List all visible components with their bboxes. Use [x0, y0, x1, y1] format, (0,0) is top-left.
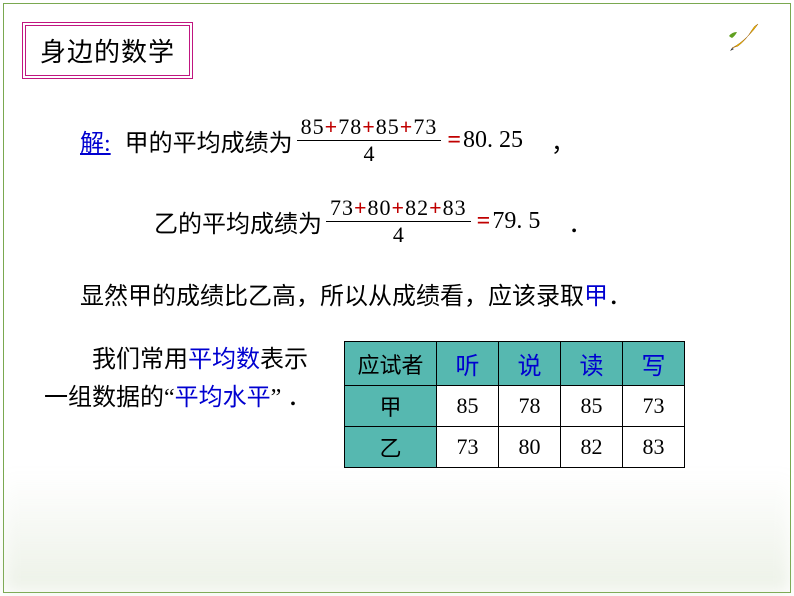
n1p2: 78 — [338, 114, 362, 139]
content-area: 解: 甲的平均成绩为 85+78+85+73 4 = 80. 25 ， 乙的平均… — [44, 114, 750, 468]
explain-h2: 平均水平 — [175, 385, 271, 411]
table-row: 甲 85 78 85 73 — [345, 386, 685, 427]
numerator-2: 73+80+82+83 — [326, 195, 471, 222]
explain-text: 我们常用平均数表示一组数据的“平均水平” ． — [44, 341, 324, 418]
suffix-1: ， — [551, 123, 575, 158]
hdr-main: 应试者 — [345, 342, 437, 386]
row2-v2: 80 — [499, 427, 561, 468]
row1-v2: 78 — [499, 386, 561, 427]
equation-line-2: 乙的平均成绩为 73+80+82+83 4 = 79. 5 ． — [154, 195, 750, 248]
n1p1: 85 — [301, 114, 325, 139]
hdr-speak: 说 — [499, 342, 561, 386]
n2p4: 83 — [443, 195, 467, 220]
row2-v1: 73 — [437, 427, 499, 468]
n2p3: 82 — [405, 195, 429, 220]
pen-icon — [728, 22, 762, 57]
row1-v1: 85 — [437, 386, 499, 427]
fraction-2: 73+80+82+83 4 — [326, 195, 471, 248]
n1p4: 73 — [413, 114, 437, 139]
n1p3: 85 — [376, 114, 400, 139]
explain-h1: 平均数 — [188, 347, 260, 373]
row1-label: 甲 — [345, 386, 437, 427]
equation-line-1: 解: 甲的平均成绩为 85+78+85+73 4 = 80. 25 ， — [44, 114, 750, 167]
equals-1: = — [447, 127, 461, 154]
title-text: 身边的数学 — [40, 38, 175, 67]
bottom-row: 我们常用平均数表示一组数据的“平均水平” ． 应试者 听 说 读 写 甲 85 … — [44, 341, 750, 468]
table-row: 乙 73 80 82 83 — [345, 427, 685, 468]
numerator-1: 85+78+85+73 — [297, 114, 442, 141]
background-blur — [4, 472, 790, 592]
row1-v3: 85 — [561, 386, 623, 427]
denominator-2: 4 — [389, 222, 408, 248]
slide-frame: 身边的数学 解: 甲的平均成绩为 85+78+85+73 4 = 80. 25 … — [3, 3, 791, 593]
result-1: 80. 25 — [463, 127, 523, 154]
conclusion-hi: 甲 — [584, 284, 608, 310]
row2-label: 乙 — [345, 427, 437, 468]
row1-v4: 73 — [623, 386, 685, 427]
row2-v3: 82 — [561, 427, 623, 468]
score-table: 应试者 听 说 读 写 甲 85 78 85 73 乙 73 80 — [344, 341, 685, 468]
hdr-write: 写 — [623, 342, 685, 386]
hdr-read: 读 — [561, 342, 623, 386]
conclusion-text: 显然甲的成绩比乙高，所以从成绩看，应该录取甲． — [80, 276, 750, 311]
fraction-1: 85+78+85+73 4 — [297, 114, 442, 167]
denominator-1: 4 — [359, 141, 378, 167]
solution-label: 解: — [80, 123, 111, 158]
suffix-2: ． — [568, 204, 592, 239]
line2-prefix: 乙的平均成绩为 — [154, 204, 322, 239]
n2p2: 80 — [368, 195, 392, 220]
row2-v4: 83 — [623, 427, 685, 468]
conclusion-pre: 显然甲的成绩比乙高，所以从成绩看，应该录取 — [80, 284, 584, 310]
hdr-listen: 听 — [437, 342, 499, 386]
conclusion-post: ． — [608, 284, 632, 310]
title-box: 身边的数学 — [22, 22, 193, 79]
result-2: 79. 5 — [492, 208, 540, 235]
explain-t1: 我们常用 — [44, 347, 188, 373]
explain-t3: ” ． — [271, 385, 312, 411]
n2p1: 73 — [330, 195, 354, 220]
line1-prefix: 甲的平均成绩为 — [125, 123, 293, 158]
equals-2: = — [477, 208, 491, 235]
table-header-row: 应试者 听 说 读 写 — [345, 342, 685, 386]
